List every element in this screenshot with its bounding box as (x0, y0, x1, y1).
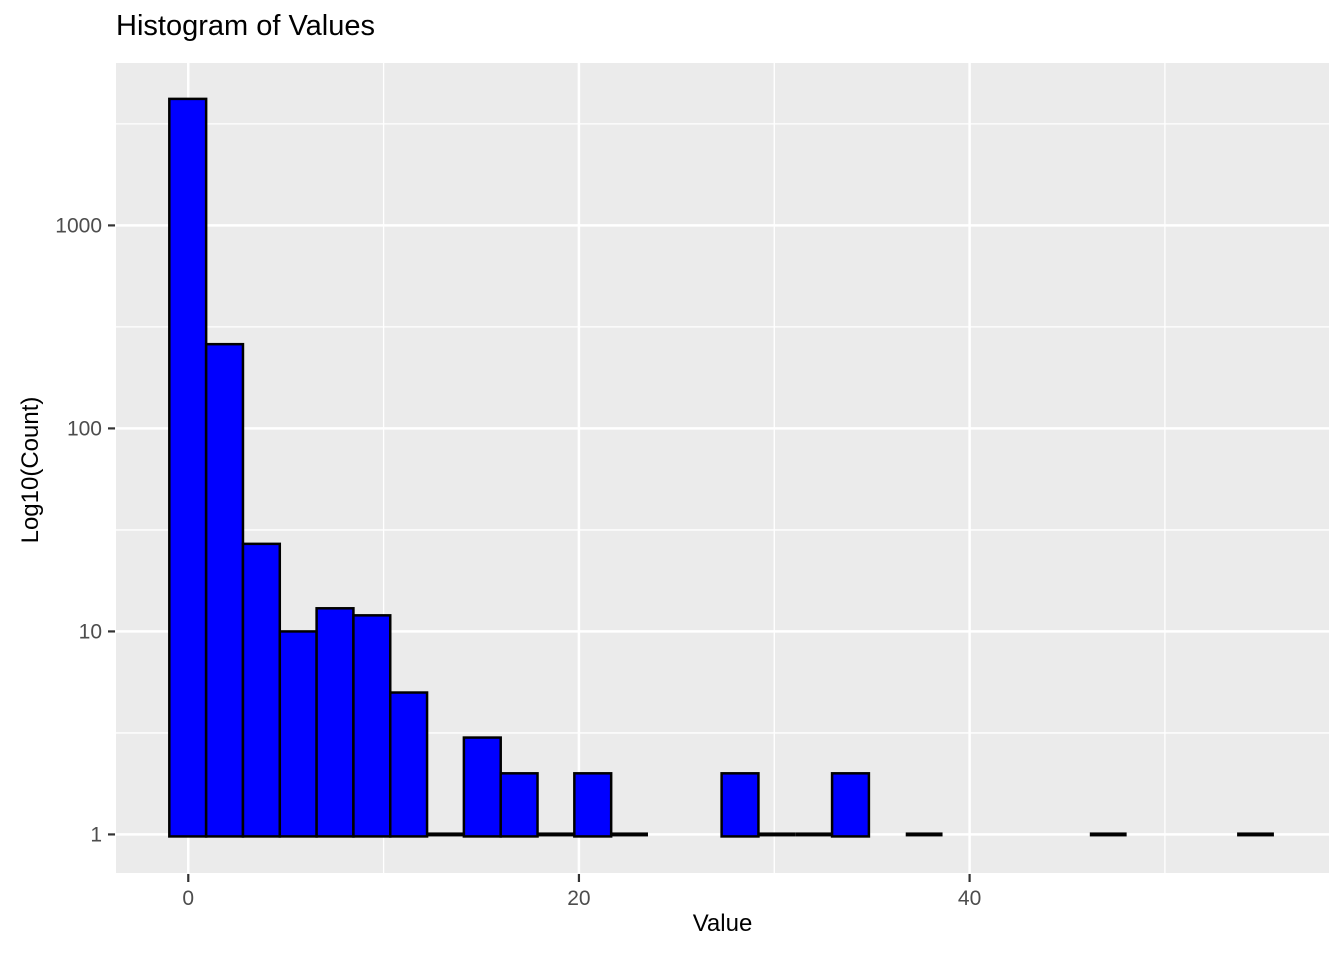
y-tick-label: 10 (79, 620, 102, 643)
histogram-bar-count1 (611, 832, 648, 837)
y-axis-title: Log10(Count) (17, 396, 44, 544)
histogram-bar-count1 (427, 832, 464, 837)
chart-title: Histogram of Values (116, 10, 375, 42)
y-tick-label: 1 (90, 823, 102, 846)
histogram-bar-count1 (905, 832, 943, 837)
histogram-bar (388, 691, 429, 838)
histogram-bar-count1 (795, 832, 833, 837)
histogram-bar (573, 772, 613, 838)
histogram-bar-count1 (1237, 832, 1274, 837)
histogram-bar-count1 (1089, 832, 1127, 837)
histogram-bar (315, 607, 355, 838)
histogram-bar (499, 772, 539, 838)
histogram-bar (204, 342, 245, 838)
x-tick-label: 40 (958, 887, 981, 910)
histogram-bar (168, 97, 208, 838)
histogram-bar (278, 630, 318, 838)
histogram-bar (352, 614, 392, 838)
histogram-bar-count1 (537, 832, 575, 837)
x-tick-label: 0 (182, 887, 194, 910)
histogram-bar (720, 772, 760, 838)
histogram-bar (830, 772, 871, 838)
histogram-bar (241, 542, 282, 838)
x-axis-title: Value (692, 910, 753, 937)
y-tick-label: 1000 (55, 214, 102, 237)
y-tick-label: 100 (67, 417, 102, 440)
x-tick-label: 20 (567, 887, 590, 910)
histogram-bar (462, 736, 502, 838)
histogram-bar-count1 (758, 832, 796, 837)
